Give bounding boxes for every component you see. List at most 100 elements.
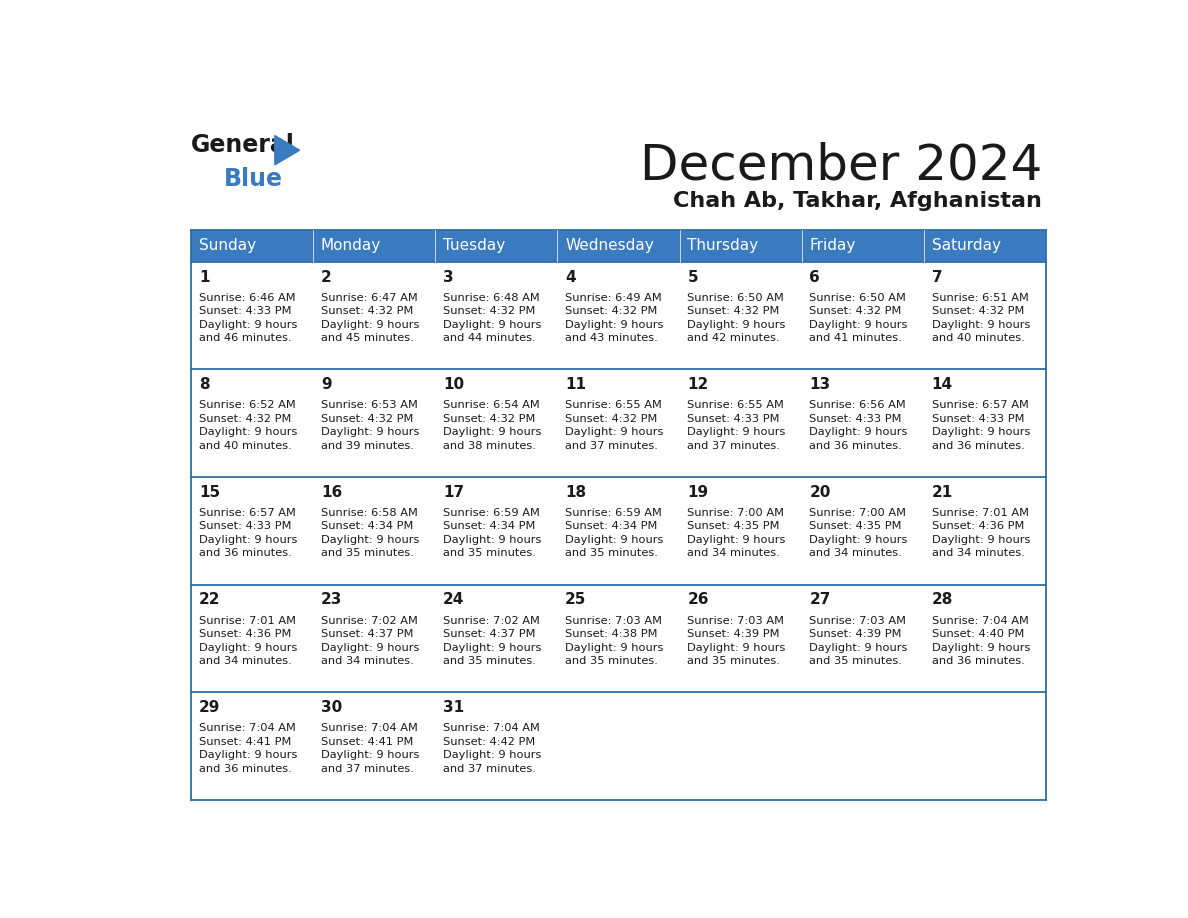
Text: 12: 12 [688,377,708,392]
Text: Sunrise: 7:00 AM: Sunrise: 7:00 AM [809,508,906,518]
Text: Daylight: 9 hours: Daylight: 9 hours [809,535,908,545]
Text: Sunset: 4:41 PM: Sunset: 4:41 PM [321,737,413,746]
Bar [191,370,314,477]
Text: Daylight: 9 hours: Daylight: 9 hours [321,427,419,437]
Text: and 42 minutes.: and 42 minutes. [688,333,781,343]
Bar [191,230,314,262]
Text: Sunset: 4:37 PM: Sunset: 4:37 PM [321,629,413,639]
Text: and 36 minutes.: and 36 minutes. [198,764,291,774]
Text: 22: 22 [198,592,221,608]
Text: 31: 31 [443,700,465,715]
Text: and 36 minutes.: and 36 minutes. [809,441,902,451]
Text: Sunset: 4:34 PM: Sunset: 4:34 PM [565,521,658,532]
Text: Sunrise: 6:47 AM: Sunrise: 6:47 AM [321,293,418,303]
Text: and 35 minutes.: and 35 minutes. [565,548,658,558]
Bar [191,585,314,692]
Text: and 34 minutes.: and 34 minutes. [688,548,781,558]
Text: Sunset: 4:32 PM: Sunset: 4:32 PM [809,306,902,316]
Text: December 2024: December 2024 [640,141,1042,190]
Bar [314,262,435,370]
Text: and 34 minutes.: and 34 minutes. [809,548,902,558]
Bar [435,370,557,477]
Text: Sunset: 4:41 PM: Sunset: 4:41 PM [198,737,291,746]
Bar [924,477,1045,585]
Text: 24: 24 [443,592,465,608]
Text: Thursday: Thursday [688,238,758,253]
Text: Sunrise: 7:04 AM: Sunrise: 7:04 AM [931,616,1029,625]
Text: and 36 minutes.: and 36 minutes. [931,441,1024,451]
Text: and 41 minutes.: and 41 minutes. [809,333,902,343]
Text: 6: 6 [809,270,820,285]
Text: and 40 minutes.: and 40 minutes. [931,333,1024,343]
Text: 28: 28 [931,592,953,608]
Text: 7: 7 [931,270,942,285]
Text: and 46 minutes.: and 46 minutes. [198,333,291,343]
Bar [314,477,435,585]
Text: Sunset: 4:32 PM: Sunset: 4:32 PM [443,414,536,424]
Text: Daylight: 9 hours: Daylight: 9 hours [809,319,908,330]
Text: 20: 20 [809,485,830,499]
Text: Sunset: 4:40 PM: Sunset: 4:40 PM [931,629,1024,639]
Text: Sunrise: 7:02 AM: Sunrise: 7:02 AM [443,616,541,625]
Text: and 37 minutes.: and 37 minutes. [565,441,658,451]
Text: Sunset: 4:32 PM: Sunset: 4:32 PM [931,306,1024,316]
Bar [191,477,314,585]
Text: Sunrise: 6:55 AM: Sunrise: 6:55 AM [565,400,662,410]
Bar [557,262,680,370]
Text: Sunrise: 7:03 AM: Sunrise: 7:03 AM [565,616,662,625]
Text: 5: 5 [688,270,699,285]
Text: and 36 minutes.: and 36 minutes. [931,656,1024,666]
Text: Saturday: Saturday [931,238,1000,253]
Text: and 37 minutes.: and 37 minutes. [321,764,413,774]
Text: Sunrise: 6:54 AM: Sunrise: 6:54 AM [443,400,539,410]
Text: 8: 8 [198,377,209,392]
Polygon shape [274,136,299,165]
Text: Daylight: 9 hours: Daylight: 9 hours [565,535,664,545]
Bar [802,370,924,477]
Bar [435,262,557,370]
Text: Daylight: 9 hours: Daylight: 9 hours [565,427,664,437]
Text: Sunset: 4:32 PM: Sunset: 4:32 PM [565,306,658,316]
Text: 25: 25 [565,592,587,608]
Text: Sunrise: 6:53 AM: Sunrise: 6:53 AM [321,400,418,410]
Text: Sunset: 4:32 PM: Sunset: 4:32 PM [321,306,413,316]
Bar [435,230,557,262]
Text: Wednesday: Wednesday [565,238,653,253]
Text: Sunset: 4:32 PM: Sunset: 4:32 PM [565,414,658,424]
Text: 2: 2 [321,270,331,285]
Text: Daylight: 9 hours: Daylight: 9 hours [198,427,297,437]
Text: Sunrise: 6:48 AM: Sunrise: 6:48 AM [443,293,539,303]
Text: and 35 minutes.: and 35 minutes. [809,656,903,666]
Text: 9: 9 [321,377,331,392]
Text: Sunrise: 7:01 AM: Sunrise: 7:01 AM [931,508,1029,518]
Text: 27: 27 [809,592,830,608]
Text: Sunset: 4:38 PM: Sunset: 4:38 PM [565,629,658,639]
Text: Daylight: 9 hours: Daylight: 9 hours [809,427,908,437]
Text: Daylight: 9 hours: Daylight: 9 hours [321,535,419,545]
Text: and 45 minutes.: and 45 minutes. [321,333,413,343]
Text: Sunrise: 7:04 AM: Sunrise: 7:04 AM [321,723,418,733]
Bar [435,692,557,800]
Text: Sunset: 4:32 PM: Sunset: 4:32 PM [198,414,291,424]
Bar [924,370,1045,477]
Text: Sunset: 4:33 PM: Sunset: 4:33 PM [931,414,1024,424]
Text: Daylight: 9 hours: Daylight: 9 hours [809,643,908,653]
Text: Daylight: 9 hours: Daylight: 9 hours [443,750,542,760]
Bar [924,230,1045,262]
Bar [435,477,557,585]
Text: and 43 minutes.: and 43 minutes. [565,333,658,343]
Text: 21: 21 [931,485,953,499]
Text: Sunset: 4:36 PM: Sunset: 4:36 PM [198,629,291,639]
Text: Sunset: 4:33 PM: Sunset: 4:33 PM [809,414,902,424]
Text: and 35 minutes.: and 35 minutes. [321,548,413,558]
Text: Sunrise: 6:50 AM: Sunrise: 6:50 AM [688,293,784,303]
Text: Sunset: 4:34 PM: Sunset: 4:34 PM [321,521,413,532]
Text: and 35 minutes.: and 35 minutes. [443,656,536,666]
Text: 23: 23 [321,592,342,608]
Bar [680,477,802,585]
Bar [314,692,435,800]
Bar [314,230,435,262]
Text: Sunrise: 6:46 AM: Sunrise: 6:46 AM [198,293,296,303]
Bar [680,262,802,370]
Text: Daylight: 9 hours: Daylight: 9 hours [198,750,297,760]
